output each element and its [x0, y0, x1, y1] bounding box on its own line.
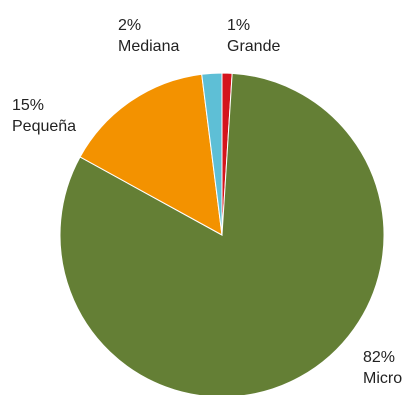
data-label-mediana: 2% Mediana	[118, 17, 179, 55]
data-label-pequena: 15% Pequeña	[12, 97, 76, 135]
data-label-percent-micro: 82%	[363, 349, 395, 366]
data-label-category-micro: Micro	[363, 370, 402, 387]
data-label-micro: 82% Micro	[363, 349, 402, 387]
pie-slice-micro	[59, 72, 385, 395]
data-label-percent-grande: 1%	[227, 17, 250, 34]
data-label-grande: 1% Grande	[227, 17, 280, 55]
pie-slice-mediana	[201, 72, 223, 236]
data-label-percent-mediana: 2%	[118, 17, 141, 34]
data-label-category-pequena: Pequeña	[12, 118, 76, 135]
data-label-category-grande: Grande	[227, 38, 280, 55]
pie-slice-pequena	[79, 73, 223, 236]
data-label-percent-pequena: 15%	[12, 97, 44, 114]
data-label-category-mediana: Mediana	[118, 38, 179, 55]
